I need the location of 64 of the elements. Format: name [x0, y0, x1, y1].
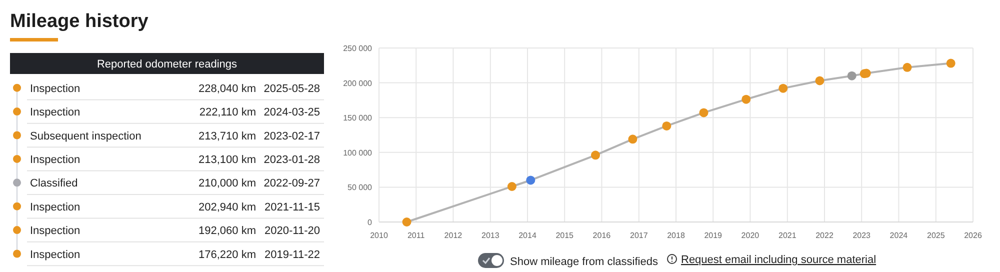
text: 2022-09-27 [264, 178, 320, 190]
text: 202,940 km [198, 201, 256, 214]
text: 2023-01-28 [264, 154, 320, 166]
x-tick-label: 2014 [518, 231, 537, 240]
y-tick-label: 0 [368, 218, 373, 227]
y-tick-label: 200 000 [343, 78, 373, 88]
x-tick-label: 2010 [370, 231, 388, 240]
text: 2019-11-22 [264, 248, 320, 261]
y-tick-label: 150 000 [343, 114, 373, 123]
point [815, 76, 824, 86]
y-tick-label: 50 000 [348, 183, 373, 192]
point [662, 121, 672, 130]
text: 2020-11-20 [264, 225, 320, 238]
point [526, 176, 536, 185]
x-tick-label: 2019 [704, 231, 723, 240]
text: 210,000 km [198, 178, 256, 190]
text: Inspection [30, 154, 80, 166]
text: 228,040 km [198, 82, 256, 95]
x-tick-label: 2025 [927, 231, 946, 240]
point [591, 150, 600, 160]
x-tick-label: 2024 [890, 231, 908, 240]
text: 222,110 km [199, 106, 256, 119]
text: 213,100 km [198, 154, 256, 166]
point [699, 108, 708, 118]
text: Subsequent inspection [30, 130, 142, 142]
text: Inspection [30, 248, 80, 261]
y-tick-label: 250 000 [343, 44, 373, 53]
point [628, 134, 638, 144]
x-tick-label: 2018 [667, 231, 686, 240]
x-tick-label: 2022 [816, 231, 834, 240]
x-tick-label: 2026 [964, 231, 982, 240]
x-tick-label: 2017 [630, 231, 648, 240]
text: Inspection [30, 106, 80, 119]
text: 2021-11-15 [264, 201, 320, 214]
text: Classified [30, 178, 78, 190]
point [742, 94, 751, 104]
x-tick-label: 2013 [482, 231, 500, 240]
x-tick-label: 2023 [852, 231, 872, 240]
text: Request email including source material [681, 254, 876, 266]
text: Inspection [30, 82, 80, 95]
point [778, 84, 788, 93]
text: 2023-02-17 [264, 130, 320, 142]
text: Inspection [30, 201, 80, 214]
text: 192,060 km [198, 225, 256, 238]
point [946, 58, 956, 68]
text: Show mileage from classifieds [510, 256, 658, 268]
point [402, 218, 412, 226]
point [847, 71, 856, 80]
y-tick-label: 100 000 [343, 148, 373, 158]
x-tick-label: 2020 [741, 231, 760, 240]
x-tick-label: 2016 [592, 231, 612, 240]
point [902, 62, 912, 72]
x-tick-label: 2021 [778, 231, 797, 240]
text: Mileage history [10, 11, 149, 32]
x-tick-label: 2011 [408, 231, 426, 240]
text: 176,220 km [198, 248, 256, 261]
text: 213,710 km [198, 130, 256, 142]
text: 2024-03-25 [264, 106, 320, 119]
text: 2025-05-28 [264, 82, 320, 95]
text: Reported odometer readings [96, 58, 238, 70]
text: Inspection [30, 225, 80, 238]
x-tick-label: 2015 [556, 231, 574, 240]
x-tick-label: 2012 [444, 231, 463, 240]
point [507, 182, 516, 192]
